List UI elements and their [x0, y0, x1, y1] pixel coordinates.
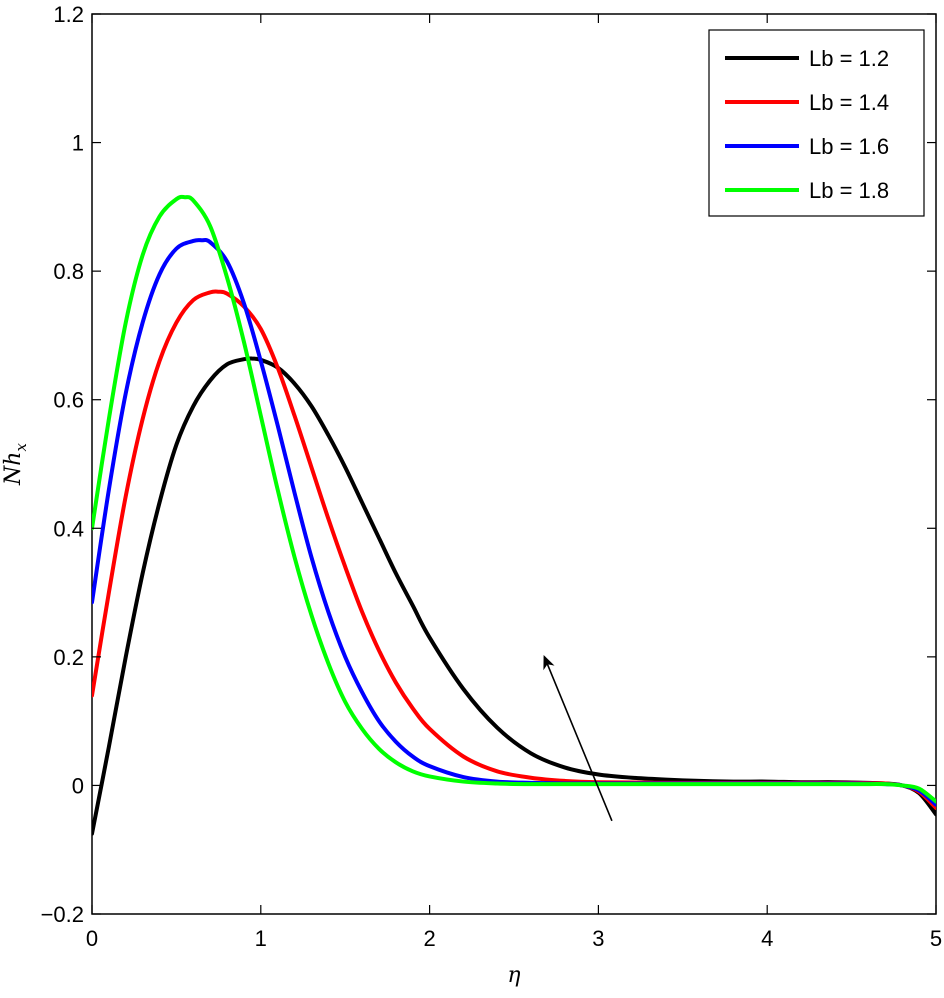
series-line-3 — [92, 238, 936, 807]
y-tick-label: 1 — [72, 131, 84, 156]
y-axis-label-base: Nh — [1, 452, 26, 486]
y-tick-label: 0.8 — [53, 259, 84, 284]
x-tick-label: 1 — [255, 926, 267, 951]
x-tick-label: 4 — [761, 926, 773, 951]
x-axis-label: η — [507, 963, 520, 988]
legend-label: Lb = 1.8 — [809, 178, 889, 203]
trend-arrow — [543, 655, 613, 822]
series-line-4 — [92, 194, 936, 804]
series-line-1 — [92, 356, 936, 836]
y-tick-label: 0.4 — [53, 516, 84, 541]
y-tick-label: 0 — [72, 773, 84, 798]
legend: Lb = 1.2 Lb = 1.4 Lb = 1.6 Lb = 1.8 — [708, 29, 925, 217]
y-tick-label: 1.2 — [53, 2, 84, 27]
legend-label: Lb = 1.4 — [809, 90, 889, 115]
x-tick-label: 2 — [423, 926, 435, 951]
annotation-layer — [543, 655, 613, 822]
x-tick-label: 5 — [930, 926, 942, 951]
x-tick-label: 0 — [86, 926, 98, 951]
legend-box — [708, 29, 925, 217]
y-tick-label: −0.2 — [41, 902, 84, 927]
y-axis-label: Nhx — [1, 443, 30, 486]
ticks-layer: 0 1 2 3 4 5−0.200.20.40.60.811.2 — [41, 2, 943, 951]
y-tick-label: 0.2 — [53, 645, 84, 670]
legend-label: Lb = 1.2 — [809, 46, 889, 71]
y-axis-label-sub: x — [12, 443, 30, 452]
x-tick-label: 3 — [592, 926, 604, 951]
y-tick-label: 0.6 — [53, 388, 84, 413]
legend-label: Lb = 1.6 — [809, 134, 889, 159]
axes-frame — [91, 13, 937, 915]
plot-frame — [91, 13, 937, 915]
series-layer — [92, 194, 936, 836]
